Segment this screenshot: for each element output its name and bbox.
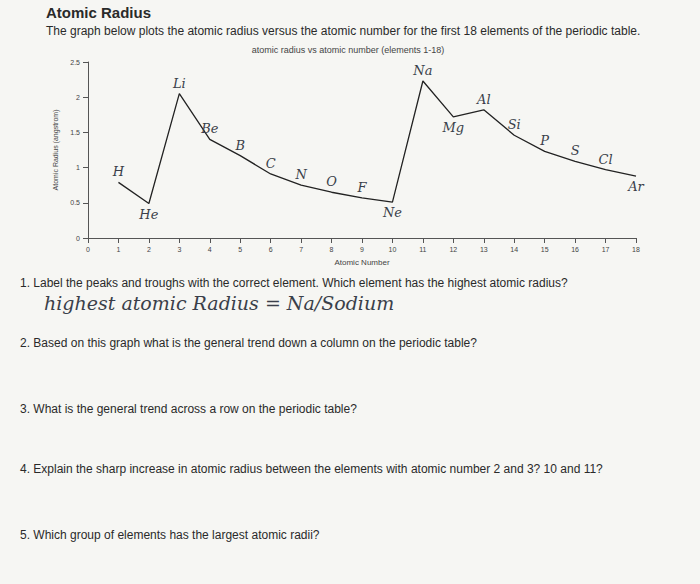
svg-text:F: F — [356, 180, 367, 195]
svg-text:1: 1 — [76, 164, 80, 171]
html-text:Atomic Radius: Atomic Radius — [46, 4, 151, 21]
svg-text:0.5: 0.5 — [70, 199, 80, 206]
svg-text:Al: Al — [476, 92, 491, 107]
svg-text:1: 1 — [116, 246, 120, 253]
svg-text:Cl: Cl — [599, 152, 613, 167]
svg-text:Na: Na — [412, 63, 432, 78]
svg-text:17: 17 — [602, 246, 610, 253]
svg-text:He: He — [138, 207, 158, 222]
svg-text:9: 9 — [360, 246, 364, 253]
svg-text:18: 18 — [632, 246, 640, 253]
html-text:1. Label the peaks and troughs: 1. Label the peaks and troughs with the … — [20, 276, 568, 290]
svg-text:0: 0 — [86, 246, 90, 253]
svg-text:6: 6 — [269, 246, 273, 253]
html-text:3. What is the general trend a: 3. What is the general trend across a ro… — [20, 402, 357, 416]
svg-text:Si: Si — [508, 117, 521, 132]
svg-text:5: 5 — [238, 246, 242, 253]
svg-text:2.5: 2.5 — [70, 59, 80, 66]
svg-text:S: S — [571, 143, 580, 158]
svg-text:7: 7 — [299, 246, 303, 253]
svg-text:atomic radius vs atomic number: atomic radius vs atomic number (elements… — [252, 45, 445, 55]
svg-text:N: N — [294, 167, 307, 182]
svg-text:B: B — [234, 138, 245, 153]
svg-text:8: 8 — [330, 246, 334, 253]
html-text:4. Explain the sharp increase: 4. Explain the sharp increase in atomic … — [20, 462, 603, 476]
svg-text:14: 14 — [510, 246, 518, 253]
svg-text:Atomic Number: Atomic Number — [334, 258, 389, 267]
svg-text:Li: Li — [172, 76, 186, 91]
svg-text:Ne: Ne — [382, 205, 402, 220]
svg-text:3: 3 — [177, 246, 181, 253]
svg-text:10: 10 — [389, 246, 397, 253]
svg-text:2: 2 — [76, 94, 80, 101]
svg-text:Atomic Radius (angstrom): Atomic Radius (angstrom) — [52, 110, 60, 191]
svg-text:H: H — [112, 164, 125, 179]
svg-text:13: 13 — [480, 246, 488, 253]
svg-text:2: 2 — [147, 246, 151, 253]
svg-text:11: 11 — [419, 246, 426, 253]
svg-text:12: 12 — [449, 246, 457, 253]
svg-text:Ar: Ar — [627, 179, 644, 194]
svg-text:4: 4 — [208, 246, 212, 253]
svg-text:O: O — [326, 174, 337, 189]
svg-text:1.5: 1.5 — [70, 129, 80, 136]
html-text:highest atomic Radius = Na/Sod: highest atomic Radius = Na/Sodium — [44, 292, 395, 314]
html-text:2. Based on this graph what is: 2. Based on this graph what is the gener… — [20, 336, 477, 350]
svg-text:C: C — [266, 156, 276, 171]
svg-text:P: P — [539, 133, 549, 148]
svg-text:Mg: Mg — [442, 120, 465, 135]
svg-text:16: 16 — [571, 246, 579, 253]
svg-text:Be: Be — [200, 121, 219, 136]
svg-text:0: 0 — [76, 235, 80, 242]
html-text:5. Which group of elements has: 5. Which group of elements has the large… — [20, 528, 320, 542]
html-text:The graph below plots the atom: The graph below plots the atomic radius … — [46, 24, 641, 38]
svg-text:15: 15 — [541, 246, 549, 253]
